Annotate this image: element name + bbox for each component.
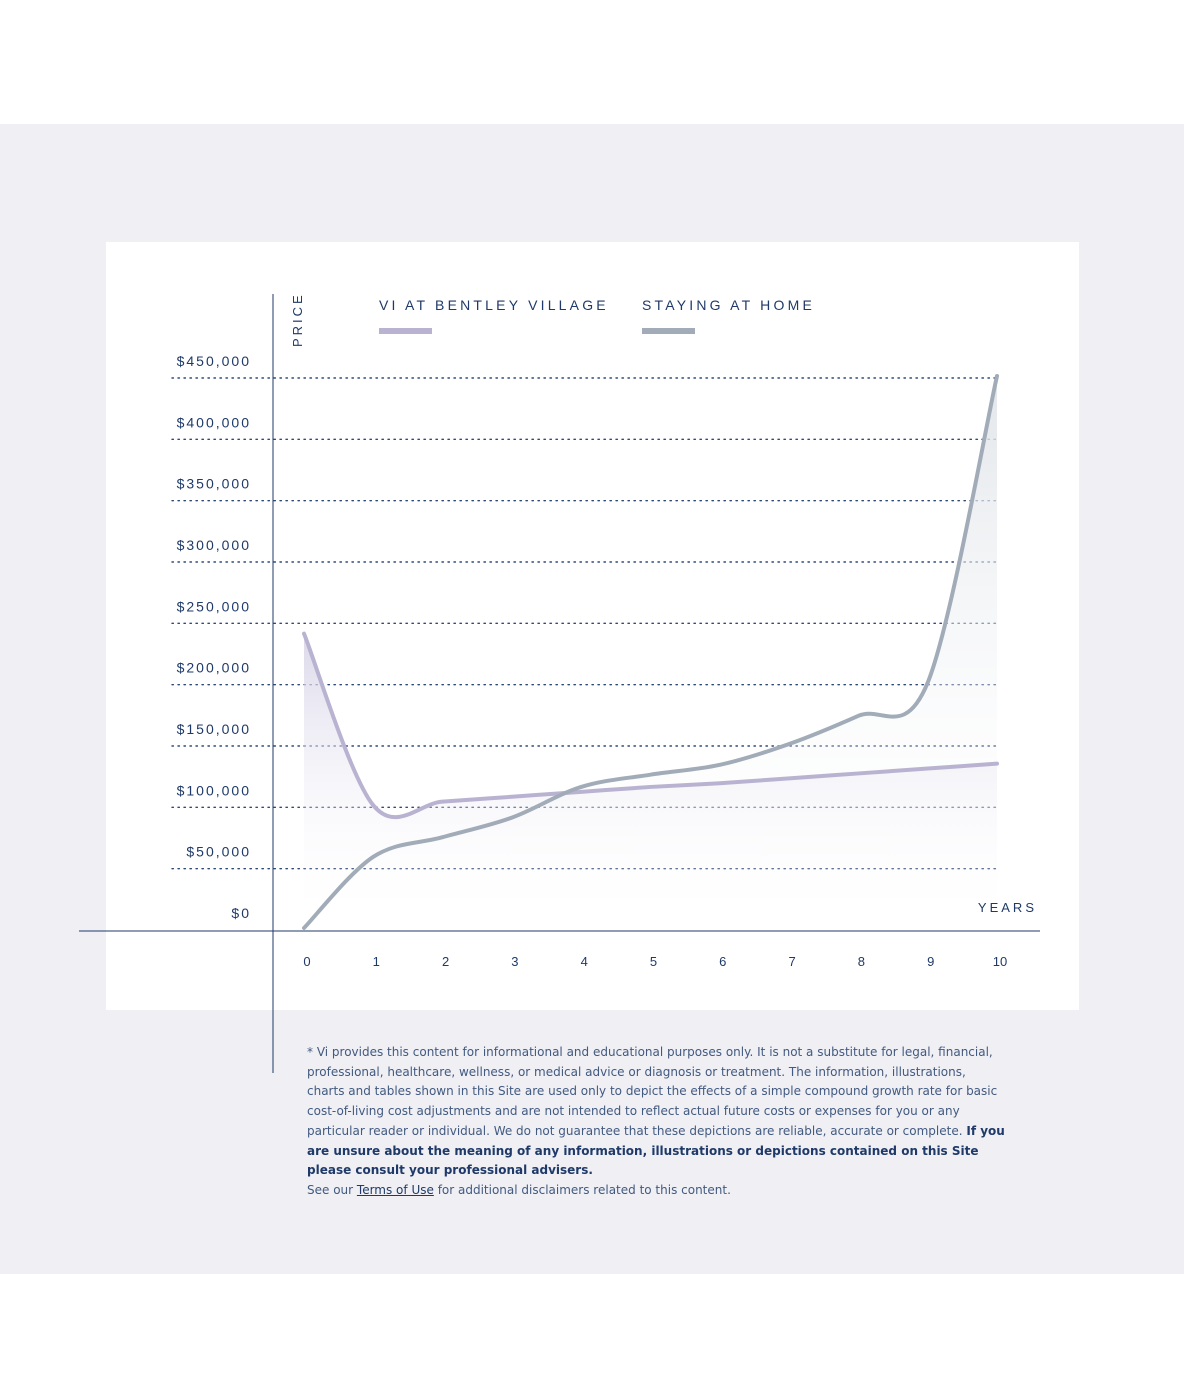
x-tick-label: 6 <box>719 954 726 969</box>
x-tick-label: 1 <box>373 954 380 969</box>
x-tick-label: 10 <box>993 954 1007 969</box>
disclaimer-text: * Vi provides this content for informati… <box>307 1045 998 1138</box>
x-tick-label: 3 <box>511 954 518 969</box>
y-tick-label: $400,000 <box>177 414 251 430</box>
y-tick-label: $250,000 <box>177 598 251 614</box>
y-tick-label: $300,000 <box>177 537 251 553</box>
terms-suffix: for additional disclaimers related to th… <box>437 1182 731 1197</box>
y-tick-label: $450,000 <box>177 353 251 369</box>
legend-swatch-vi-at-bentley-village <box>379 328 432 334</box>
x-tick-label: 8 <box>858 954 865 969</box>
x-tick-label: 9 <box>927 954 934 969</box>
disclaimer-paragraph: * Vi provides this content for informati… <box>307 1043 1007 1181</box>
area-staying-at-home <box>304 376 997 928</box>
y-tick-label: $350,000 <box>177 476 251 492</box>
terms-of-use-link[interactable]: Terms of Use <box>356 1182 434 1197</box>
disclaimer: * Vi provides this content for informati… <box>307 1043 1007 1201</box>
y-tick-label: $100,000 <box>177 782 251 798</box>
x-tick-label: 7 <box>788 954 795 969</box>
y-tick-label: $50,000 <box>186 844 251 860</box>
x-tick-label: 2 <box>442 954 449 969</box>
x-tick-label: 0 <box>303 954 310 969</box>
x-tick-label: 4 <box>581 954 588 969</box>
y-tick-label: $150,000 <box>177 721 251 737</box>
legend-swatch-staying-at-home <box>642 328 695 334</box>
disclaimer-bold-text: If you are unsure about the meaning of a… <box>307 1123 1005 1178</box>
x-tick-label: 5 <box>650 954 657 969</box>
price-chart: PRICE YEARS $0 $50,000 $100,000 $150,000 $20… <box>79 292 1040 1073</box>
series-line-vi-at-bentley-village <box>302 631 999 820</box>
series-line-staying-at-home <box>302 374 999 930</box>
y-tick-label: $0 <box>231 905 251 921</box>
y-tick-label: $200,000 <box>177 660 251 676</box>
legend-label-vi-at-bentley-village: VI AT BENTLEY VILLAGE <box>379 297 609 313</box>
legend-label-staying-at-home: STAYING AT HOME <box>642 297 815 313</box>
y-axis-label: PRICE <box>290 292 305 347</box>
terms-prefix: See our <box>307 1182 354 1197</box>
x-axis-label: YEARS <box>978 900 1037 915</box>
terms-line: See our Terms of Use for additional disc… <box>307 1181 1007 1201</box>
